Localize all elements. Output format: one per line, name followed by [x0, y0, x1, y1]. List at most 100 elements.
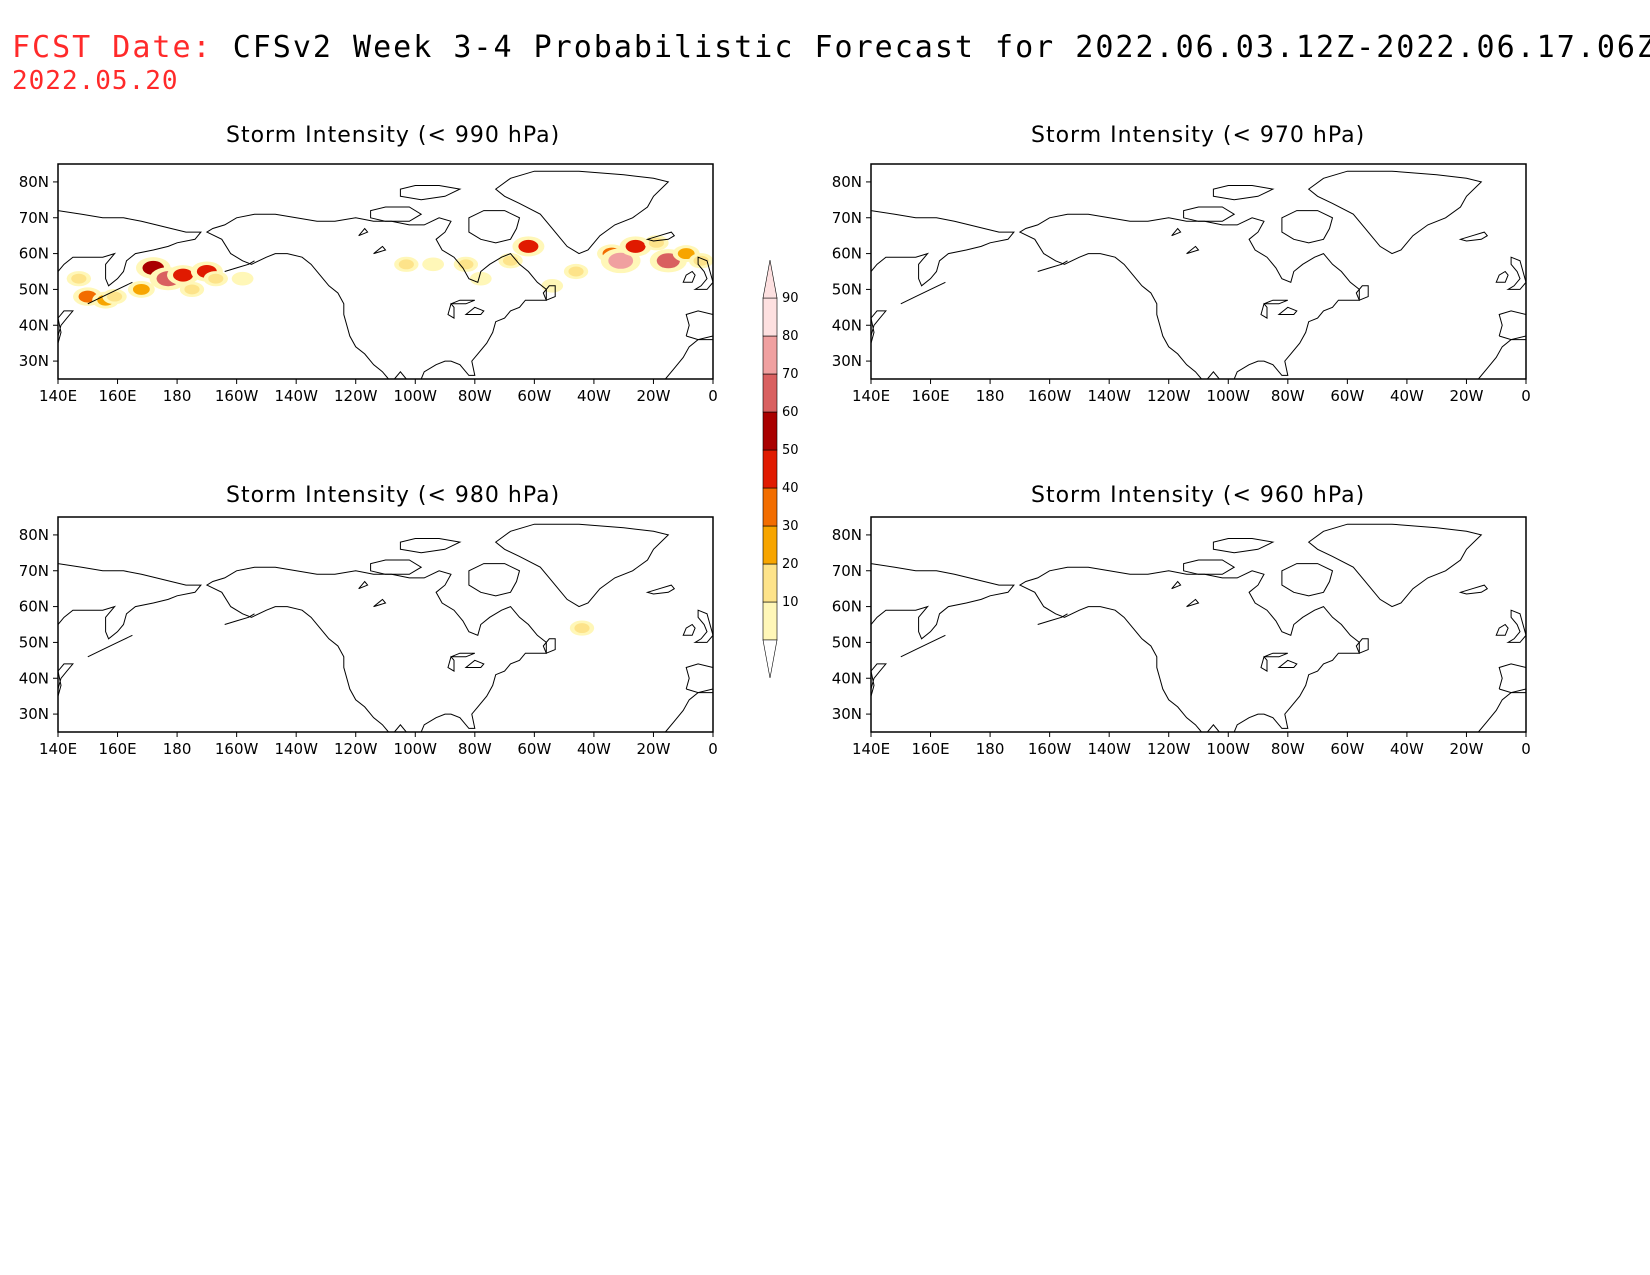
probability-cell — [398, 259, 414, 270]
lon-tick-label: 40W — [577, 740, 611, 758]
probability-cell — [71, 273, 87, 284]
lon-tick-label: 180 — [163, 387, 192, 405]
map-panel-990: 140E 160E 180 160W 140W 120W 100W 80W 60W 40W 20W 0… — [19, 163, 718, 405]
map-frame — [57, 516, 714, 733]
lon-tick-label: 80W — [1271, 387, 1305, 405]
lat-tick-label: 80N — [832, 526, 862, 544]
lat-tick-label: 30N — [19, 705, 49, 723]
coastline-alaska-peninsula — [224, 260, 255, 272]
colorbar-segment — [762, 563, 778, 603]
coastline-iberia — [685, 310, 713, 341]
lat-tick-label: 70N — [832, 209, 862, 227]
lat-tick-label: 40N — [832, 669, 862, 687]
lon-tick-label: 0 — [1521, 740, 1531, 758]
lon-tick-label: 140E — [852, 387, 890, 405]
coastline-aleutians — [87, 281, 133, 305]
probability-cell — [608, 252, 634, 269]
colorbar-segment — [762, 449, 778, 489]
coastline-north-america — [1018, 566, 1360, 732]
colorbar-label: 50 — [782, 443, 799, 458]
coastline-africa — [665, 692, 713, 732]
map-frame — [870, 516, 1527, 733]
coastline-victoria-island — [1183, 206, 1236, 222]
lon-tick-label: 20W — [1449, 740, 1483, 758]
lon-tick-label: 160W — [1028, 387, 1072, 405]
figure-header: FCST Date: CFSv2 Week 3-4 Probabilistic … — [12, 30, 1650, 96]
great-lake-outline — [1171, 580, 1182, 590]
coastline-asia — [58, 210, 202, 287]
lon-tick-label: 160E — [911, 387, 949, 405]
lon-tick-label: 80W — [458, 740, 492, 758]
probability-cell — [132, 283, 150, 295]
colorbar-segment — [762, 601, 778, 641]
probability-cell — [574, 623, 590, 634]
colorbar-label: 10 — [782, 595, 799, 610]
lon-tick-label: 40W — [1390, 740, 1424, 758]
great-lake-outline — [1277, 659, 1298, 668]
lon-tick-label: 0 — [1521, 387, 1531, 405]
coastline-iceland — [645, 231, 676, 242]
coastline-britain — [693, 609, 713, 643]
great-lake-outline — [1260, 302, 1268, 319]
coastline-japan — [871, 310, 887, 344]
lon-tick-label: 160W — [215, 387, 259, 405]
lat-tick-label: 70N — [832, 562, 862, 580]
lat-tick-label: 60N — [19, 245, 49, 263]
lat-tick-label: 80N — [832, 173, 862, 191]
coastline-arctic-islands — [399, 185, 462, 201]
lon-tick-label: 100W — [394, 740, 438, 758]
map-frame — [57, 163, 714, 380]
coastline-iceland — [645, 584, 676, 595]
lon-tick-label: 120W — [334, 387, 378, 405]
great-lake-outline — [447, 655, 455, 672]
coastline-asia — [58, 563, 202, 640]
lon-tick-label: 100W — [1207, 740, 1251, 758]
panel-title-970: Storm Intensity (< 970 hPa) — [1031, 123, 1366, 148]
coastline-newfoundland — [1355, 638, 1369, 654]
coastline-britain — [1506, 256, 1526, 290]
coastline-asia — [871, 210, 1015, 287]
coastline-iceland — [1458, 231, 1489, 242]
lon-tick-label: 120W — [334, 740, 378, 758]
lon-tick-label: 160E — [911, 740, 949, 758]
probability-cell — [625, 239, 646, 253]
coastline-ireland — [1495, 623, 1509, 636]
coastline-arctic-islands — [1212, 538, 1275, 554]
great-lake-outline — [373, 245, 387, 255]
lon-tick-label: 140W — [1087, 387, 1131, 405]
coastline-alaska-peninsula — [1037, 613, 1068, 625]
coastline-north-america — [205, 213, 547, 379]
coastline-iberia — [1498, 663, 1526, 694]
lat-tick-label: 70N — [19, 209, 49, 227]
lat-tick-label: 40N — [19, 316, 49, 334]
lat-tick-label: 50N — [832, 633, 862, 651]
lon-tick-label: 40W — [1390, 387, 1424, 405]
coastline-greenland — [1307, 523, 1483, 608]
lon-tick-label: 140E — [852, 740, 890, 758]
lon-tick-label: 180 — [976, 740, 1005, 758]
colorbar-top-arrow — [762, 259, 778, 299]
coastline-ireland — [682, 270, 696, 283]
colorbar-segment — [762, 525, 778, 565]
lon-tick-label: 40W — [577, 387, 611, 405]
colorbar-segment — [762, 487, 778, 527]
lon-tick-label: 60W — [1330, 740, 1364, 758]
lon-tick-label: 60W — [517, 740, 551, 758]
coastline-greenland — [494, 170, 670, 255]
coastline-asia — [871, 563, 1015, 640]
lon-tick-label: 140W — [274, 740, 318, 758]
coastline-newfoundland — [542, 285, 556, 301]
probability-cell — [568, 266, 584, 277]
coastline-africa — [1478, 692, 1526, 732]
fcst-date-value: 2022.05.20 — [12, 66, 179, 96]
lon-tick-label: 140E — [39, 387, 77, 405]
great-lake-outline — [1186, 245, 1200, 255]
lat-tick-label: 50N — [832, 280, 862, 298]
lat-tick-label: 40N — [19, 669, 49, 687]
lon-tick-label: 160E — [98, 740, 136, 758]
colorbar-label: 90 — [782, 291, 799, 306]
probability-cell — [693, 255, 709, 266]
coastline-africa — [665, 339, 713, 379]
lon-tick-label: 140E — [39, 740, 77, 758]
coastline-newfoundland — [1355, 285, 1369, 301]
